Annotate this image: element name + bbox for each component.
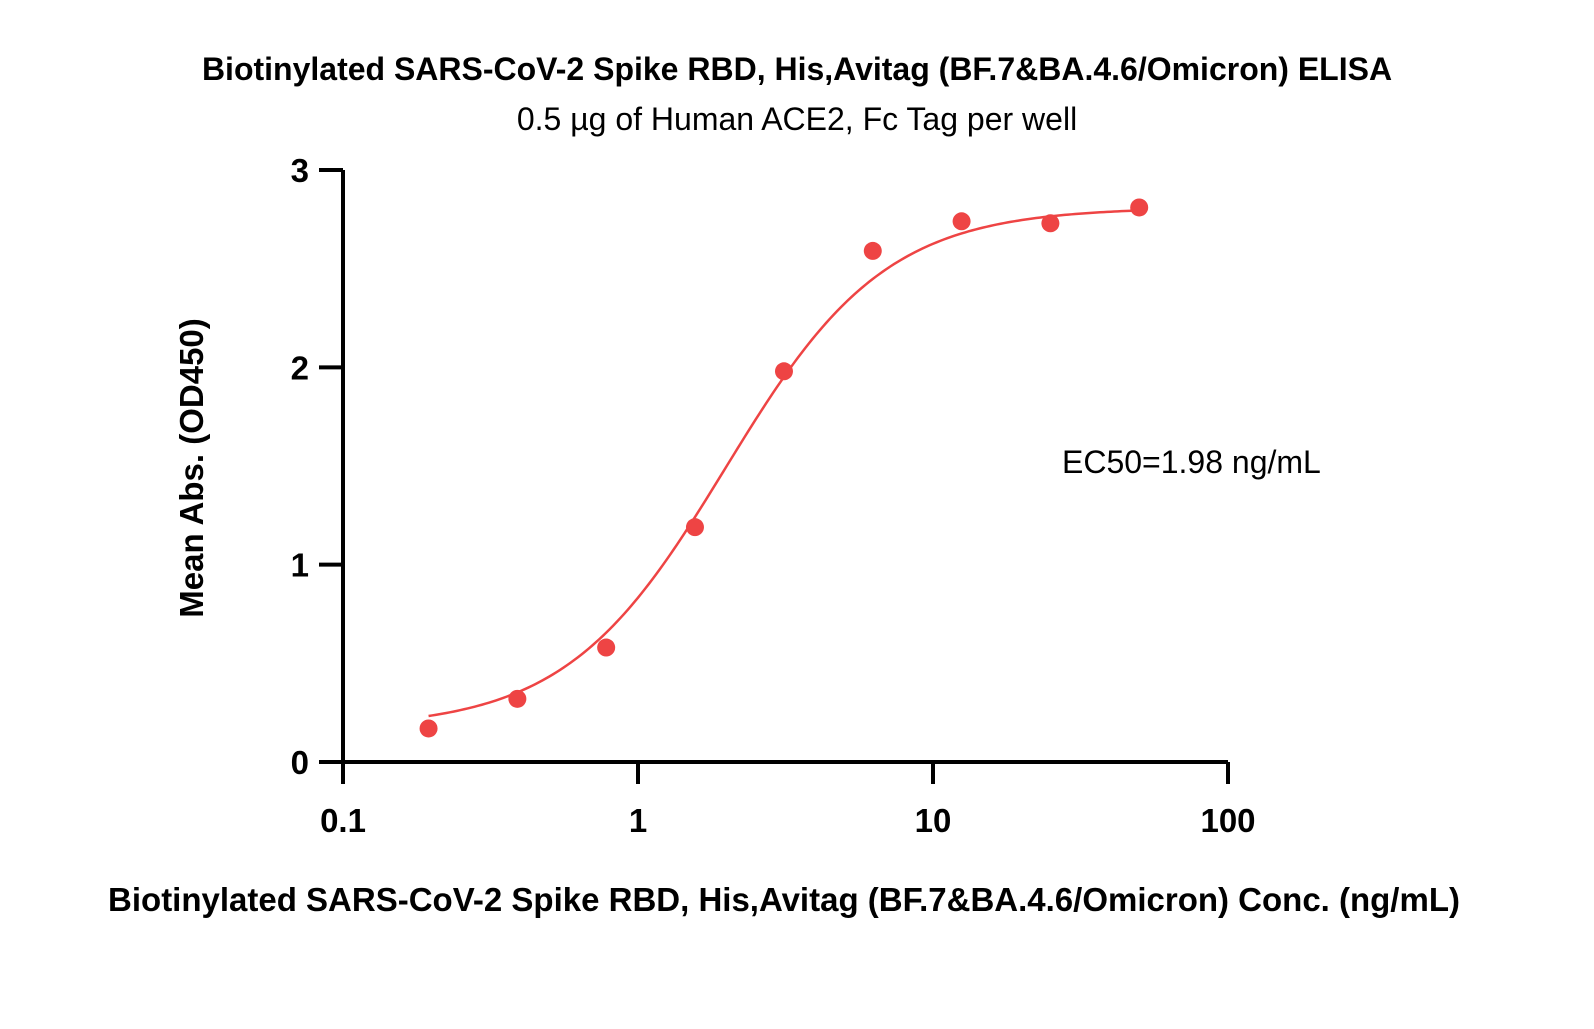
y-tick-label: 3 bbox=[291, 152, 309, 189]
y-ticks: 0 1 2 3 bbox=[291, 152, 343, 781]
ec50-annotation: EC50=1.98 ng/mL bbox=[1062, 444, 1321, 480]
y-tick-label: 1 bbox=[291, 547, 309, 584]
chart-title: Biotinylated SARS-CoV-2 Spike RBD, His,A… bbox=[202, 51, 1392, 87]
axes bbox=[341, 170, 1228, 764]
data-point bbox=[774, 362, 793, 381]
data-point bbox=[597, 638, 616, 657]
x-tick-label: 1 bbox=[629, 802, 647, 839]
data-point bbox=[419, 719, 438, 738]
x-ticks: 0.1 1 10 100 bbox=[320, 762, 1256, 839]
data-points bbox=[419, 198, 1149, 738]
y-tick-label: 0 bbox=[291, 744, 309, 781]
data-point bbox=[685, 518, 704, 537]
x-tick-label: 10 bbox=[915, 802, 952, 839]
x-tick-label: 0.1 bbox=[320, 802, 366, 839]
data-point bbox=[863, 241, 882, 260]
y-tick-label: 2 bbox=[291, 349, 309, 386]
data-point bbox=[952, 212, 971, 231]
fit-curve bbox=[428, 209, 1140, 718]
x-axis-label: Biotinylated SARS-CoV-2 Spike RBD, His,A… bbox=[108, 881, 1460, 918]
chart-subtitle: 0.5 µg of Human ACE2, Fc Tag per well bbox=[517, 101, 1077, 137]
data-point bbox=[1130, 198, 1149, 217]
x-tick-label: 100 bbox=[1200, 802, 1255, 839]
data-point bbox=[1041, 214, 1060, 233]
data-point bbox=[508, 689, 527, 708]
y-axis-label: Mean Abs. (OD450) bbox=[173, 318, 210, 618]
